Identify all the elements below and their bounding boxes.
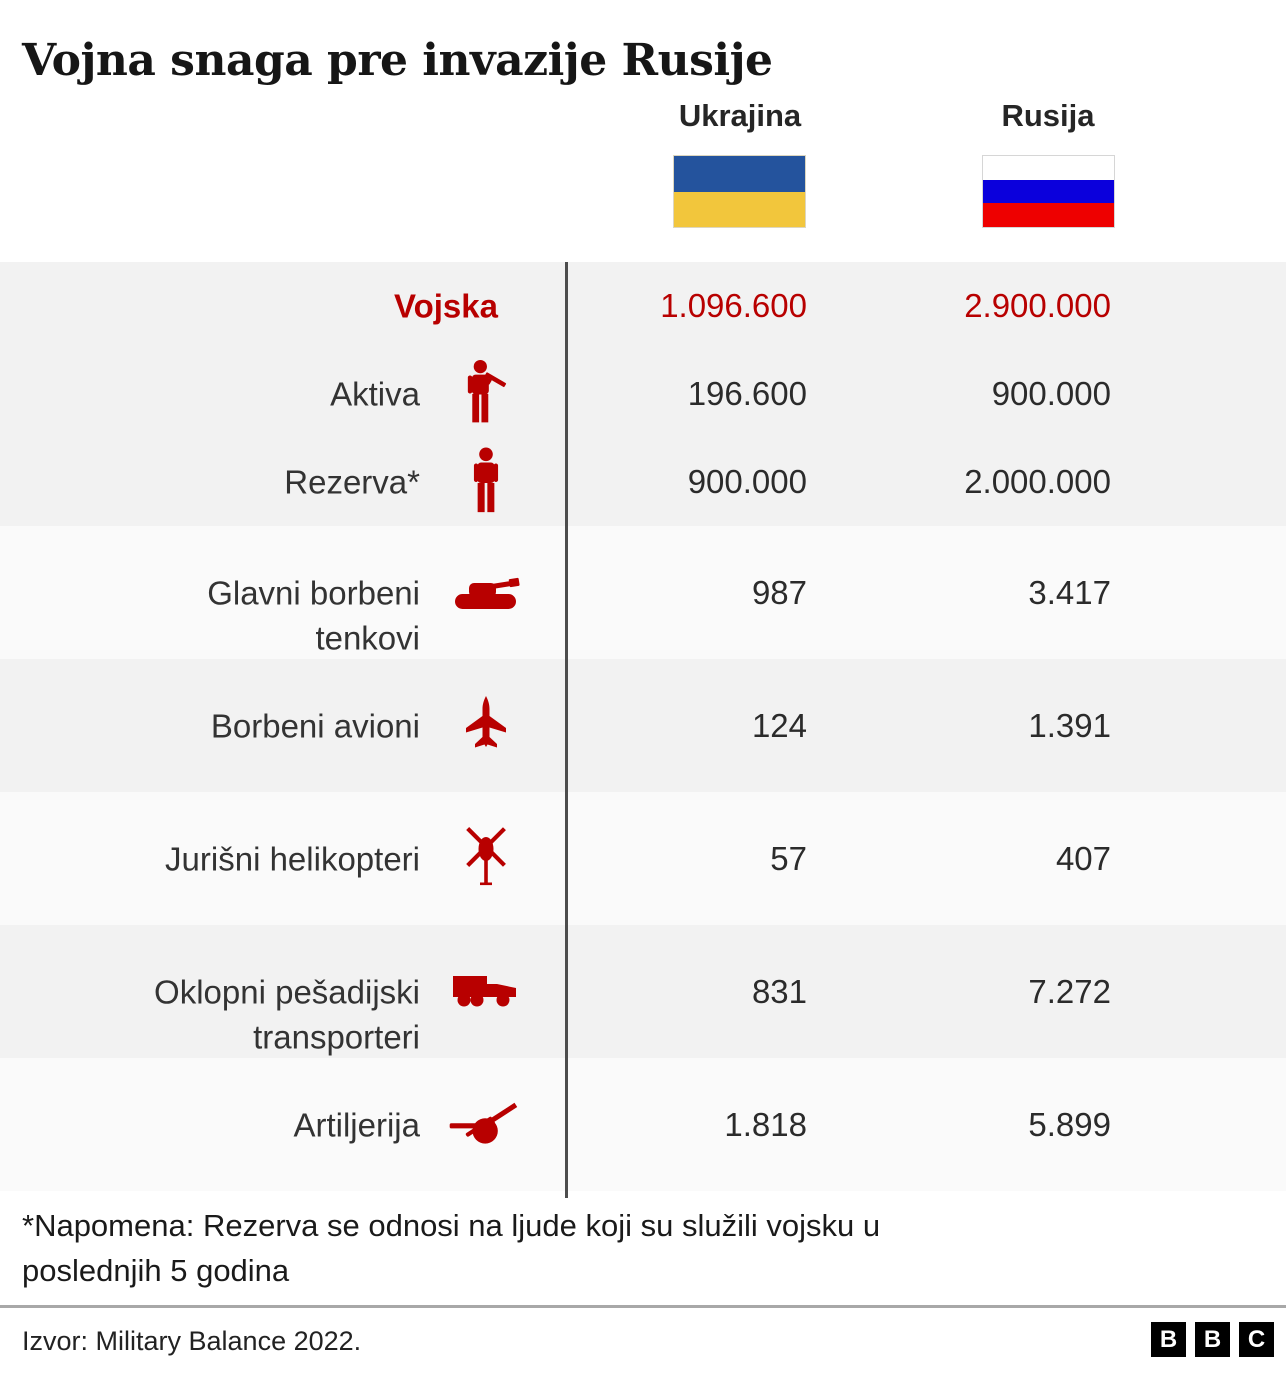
artillery-icon [449, 1102, 518, 1144]
row-label: Rezerva* [284, 463, 420, 501]
bbc-logo-letter: C [1239, 1322, 1274, 1357]
value-russia: 5.899 [1028, 1105, 1111, 1143]
footnote: *Napomena: Rezerva se odnosi na ljude ko… [22, 1208, 881, 1288]
soldier-icon [467, 359, 507, 423]
table-row: Borbeni avioni 124 1.391 [0, 659, 1286, 792]
value-ukraine: 1.818 [724, 1105, 807, 1143]
column-header-russia: Rusija [1001, 98, 1095, 133]
row-icon-box [448, 570, 524, 616]
value-russia: 900.000 [991, 375, 1111, 412]
value-russia: 2.000.000 [964, 463, 1111, 500]
jet-icon [466, 695, 506, 747]
russia-flag-blue-stripe [983, 179, 1114, 204]
value-ukraine: 987 [751, 573, 807, 611]
comparison-table: Vojska 1.096.600 2.900.000 Aktiva 196.60… [0, 262, 1286, 1191]
row-icon-box [448, 1096, 524, 1154]
russia-flag-white-stripe [983, 156, 1114, 180]
helicopter-icon [466, 826, 506, 885]
row-icon-box [448, 825, 524, 893]
value-russia: 7.272 [1028, 972, 1111, 1010]
value-ukraine: 57 [770, 839, 807, 877]
value-ukraine: 124 [751, 706, 807, 744]
page-title: Vojna snaga pre invazije Rusije [22, 35, 773, 87]
row-icon-box [448, 695, 524, 757]
row-icon-box [448, 359, 524, 429]
bbc-logo: B B C [1151, 1322, 1274, 1357]
table-row: Artiljerija 1.818 5.899 [0, 1058, 1286, 1191]
row-label: Artiljerija [293, 1106, 420, 1143]
table-row: Glavni borbeni tenkovi 987 3.417 [0, 526, 1286, 659]
source-text: Izvor: Military Balance 2022. [22, 1326, 362, 1356]
ukraine-flag-yellow-stripe [674, 191, 805, 227]
person-icon [473, 447, 499, 513]
russia-flag-red-stripe [983, 203, 1114, 227]
ukraine-flag-blue-stripe [674, 156, 805, 192]
ukraine-flag [673, 155, 806, 228]
row-icon-box [448, 447, 524, 517]
russia-flag [982, 155, 1115, 228]
bbc-logo-letter: B [1151, 1322, 1186, 1357]
value-russia: 2.900.000 [964, 287, 1111, 324]
row-label: Aktiva [330, 375, 420, 413]
table-row: Vojska 1.096.600 2.900.000 [0, 262, 1286, 350]
row-label: Glavni borbeni tenkovi [207, 574, 420, 656]
value-ukraine: 831 [751, 972, 807, 1010]
apc-icon [453, 975, 516, 1006]
column-divider-line [565, 262, 568, 1198]
bbc-logo-letter: B [1195, 1322, 1230, 1357]
row-label: Vojska [394, 287, 498, 325]
table-row: Jurišni helikopteri 57 407 [0, 792, 1286, 925]
row-label: Oklopni pešadijski transporteri [154, 973, 420, 1055]
row-label: Borbeni avioni [210, 707, 420, 744]
table-row: Oklopni pešadijski transporteri 831 7.27… [0, 925, 1286, 1058]
value-russia: 407 [1055, 839, 1111, 877]
table-row: Aktiva 196.600 900.000 [0, 350, 1286, 438]
value-ukraine: 1.096.600 [660, 287, 807, 324]
value-russia: 3.417 [1028, 573, 1111, 611]
table-row: Rezerva* 900.000 2.000.000 [0, 438, 1286, 526]
value-ukraine: 196.600 [687, 375, 807, 412]
column-header-ukraine: Ukrajina [678, 98, 802, 133]
value-ukraine: 900.000 [687, 463, 807, 500]
row-label: Jurišni helikopteri [165, 840, 420, 877]
tank-icon [455, 577, 520, 609]
footer-divider-line [0, 1305, 1286, 1308]
row-icon-box [448, 971, 524, 1013]
value-russia: 1.391 [1028, 706, 1111, 744]
